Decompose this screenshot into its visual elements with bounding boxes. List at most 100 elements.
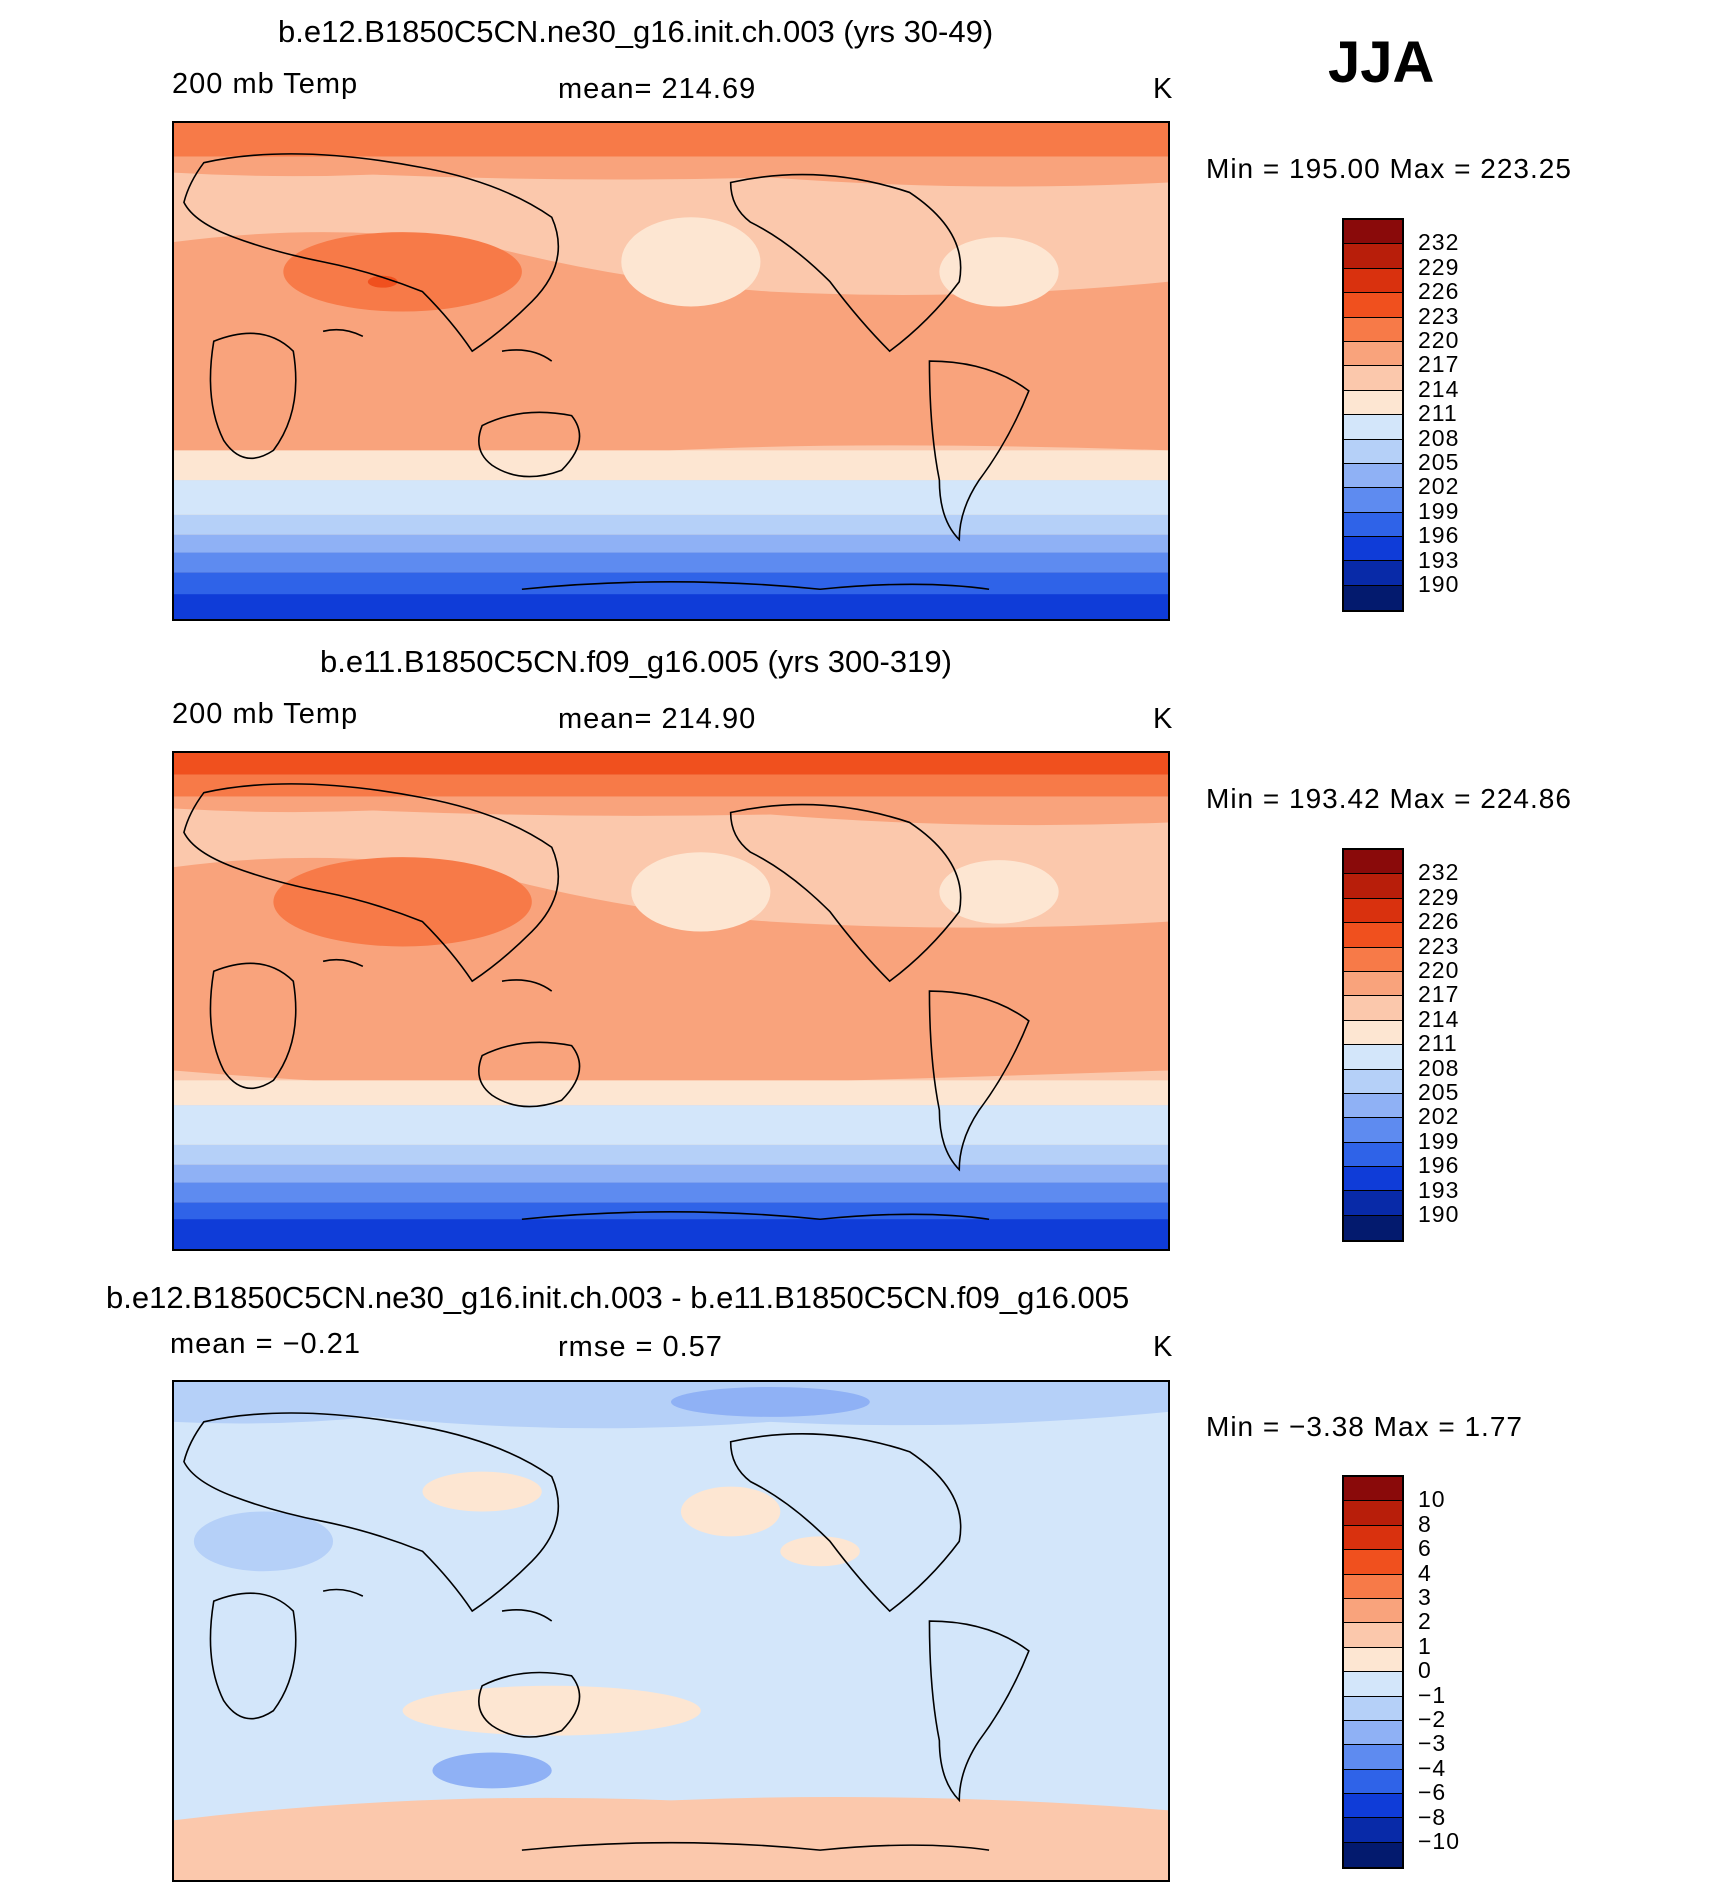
colorbar-tick-label: 202 [1418, 1103, 1460, 1130]
colorbar-swatch [1344, 1769, 1402, 1795]
colorbar-tick-label: 208 [1418, 1054, 1460, 1081]
panel3-colorbar [1342, 1475, 1404, 1870]
colorbar-swatch [1344, 850, 1402, 875]
colorbar-swatch [1344, 1720, 1402, 1746]
colorbar-tick-label: 199 [1418, 1127, 1460, 1154]
panel2-variable-label: 200 mb Temp [172, 698, 359, 730]
colorbar-tick-label: 232 [1418, 859, 1460, 886]
colorbar-tick-label: 193 [1418, 1176, 1460, 1203]
colorbar-tick-label: 208 [1418, 424, 1460, 451]
colorbar-tick-label: 226 [1418, 908, 1460, 935]
colorbar-swatch [1344, 1794, 1402, 1819]
colorbar-swatch [1344, 220, 1402, 245]
colorbar-tick-label: 193 [1418, 546, 1460, 573]
colorbar-swatch [1344, 463, 1402, 489]
panel2-mean-label: mean= 214.90 [558, 703, 757, 735]
colorbar-swatch [1344, 1574, 1402, 1599]
colorbar-tick-label: 205 [1418, 449, 1460, 475]
colorbar-tick-label: 8 [1418, 1510, 1432, 1537]
colorbar-tick-label: 229 [1418, 883, 1460, 910]
panel3-map [172, 1380, 1170, 1882]
colorbar-swatch [1344, 244, 1402, 269]
panel3-contour-map [174, 1382, 1168, 1880]
colorbar-tick-label: 214 [1418, 1005, 1460, 1032]
panel1-contour-map [174, 123, 1168, 619]
colorbar-tick-label: 199 [1418, 497, 1460, 524]
colorbar-tick-label: 229 [1418, 253, 1460, 280]
colorbar-swatch [1344, 512, 1402, 538]
panel1-map [172, 121, 1170, 621]
colorbar-tick-label: −3 [1418, 1730, 1447, 1757]
panel3-mean-label: mean = −0.21 [170, 1328, 361, 1360]
colorbar-tick-label: 0 [1418, 1657, 1432, 1684]
colorbar-tick-label: 1 [1418, 1632, 1432, 1659]
colorbar-tick-label: 190 [1418, 1201, 1460, 1227]
colorbar-tick-label: −1 [1418, 1681, 1447, 1708]
colorbar-swatch [1344, 268, 1402, 294]
colorbar-swatch [1344, 293, 1402, 318]
panel1-title: b.e12.B1850C5CN.ne30_g16.init.ch.003 (yr… [278, 14, 994, 49]
colorbar-swatch [1344, 1191, 1402, 1216]
panel3-minmax: Min = −3.38 Max = 1.77 [1206, 1411, 1523, 1442]
colorbar-swatch [1344, 1647, 1402, 1673]
colorbar-swatch [1344, 1045, 1402, 1070]
colorbar-swatch [1344, 1550, 1402, 1575]
colorbar-tick-label: 211 [1418, 1030, 1458, 1057]
colorbar-swatch [1344, 1745, 1402, 1770]
panel1-colorbar [1342, 218, 1404, 613]
colorbar-tick-label: 6 [1418, 1535, 1432, 1562]
colorbar-tick-label: 10 [1418, 1486, 1446, 1513]
colorbar-tick-label: −8 [1418, 1803, 1447, 1830]
colorbar-tick-label: 211 [1418, 400, 1458, 427]
panel3-rmse-label: rmse = 0.57 [558, 1331, 723, 1363]
colorbar-tick-label: 202 [1418, 473, 1460, 500]
panel2-units-label: K [1153, 703, 1174, 735]
colorbar-swatch [1344, 1167, 1402, 1192]
panel1-mean-label: mean= 214.69 [558, 73, 757, 105]
panel1-variable-label: 200 mb Temp [172, 68, 359, 100]
colorbar-swatch [1344, 585, 1402, 611]
colorbar-swatch [1344, 996, 1402, 1021]
colorbar-swatch [1344, 1501, 1402, 1526]
colorbar-tick-label: 196 [1418, 522, 1460, 549]
colorbar-swatch [1344, 1020, 1402, 1046]
colorbar-tick-label: 196 [1418, 1152, 1460, 1179]
colorbar-swatch [1344, 947, 1402, 972]
colorbar-swatch [1344, 390, 1402, 416]
season-label: JJA [1328, 30, 1435, 95]
colorbar-tick-label: 205 [1418, 1079, 1460, 1105]
colorbar-swatch [1344, 439, 1402, 464]
colorbar-swatch [1344, 1215, 1402, 1241]
colorbar-tick-label: 217 [1418, 981, 1460, 1008]
colorbar-swatch [1344, 1672, 1402, 1697]
colorbar-swatch [1344, 898, 1402, 924]
colorbar-swatch [1344, 537, 1402, 562]
colorbar-swatch [1344, 366, 1402, 391]
colorbar-swatch [1344, 1598, 1402, 1624]
colorbar-swatch [1344, 415, 1402, 440]
colorbar-swatch [1344, 1118, 1402, 1143]
colorbar-swatch [1344, 1477, 1402, 1502]
colorbar-swatch [1344, 341, 1402, 367]
colorbar-tick-label: 220 [1418, 327, 1460, 353]
colorbar-tick-label: 214 [1418, 375, 1460, 402]
colorbar-tick-label: 217 [1418, 351, 1460, 378]
colorbar-tick-label: −10 [1418, 1828, 1461, 1854]
colorbar-tick-label: −6 [1418, 1779, 1447, 1806]
colorbar-swatch [1344, 874, 1402, 899]
panel1-minmax: Min = 195.00 Max = 223.25 [1206, 153, 1572, 184]
colorbar-tick-label: 223 [1418, 302, 1460, 329]
colorbar-tick-label: 3 [1418, 1584, 1432, 1610]
colorbar-tick-label: −4 [1418, 1754, 1447, 1781]
panel1-units-label: K [1153, 73, 1174, 105]
colorbar-swatch [1344, 1093, 1402, 1119]
panel3-title: b.e12.B1850C5CN.ne30_g16.init.ch.003 - b… [106, 1280, 1130, 1315]
colorbar-tick-label: 232 [1418, 229, 1460, 256]
colorbar-swatch [1344, 488, 1402, 513]
colorbar-tick-label: −2 [1418, 1706, 1447, 1732]
colorbar-tick-label: 2 [1418, 1608, 1432, 1635]
colorbar-swatch [1344, 971, 1402, 997]
colorbar-swatch [1344, 1069, 1402, 1094]
panel2-map [172, 751, 1170, 1251]
colorbar-swatch [1344, 1142, 1402, 1168]
